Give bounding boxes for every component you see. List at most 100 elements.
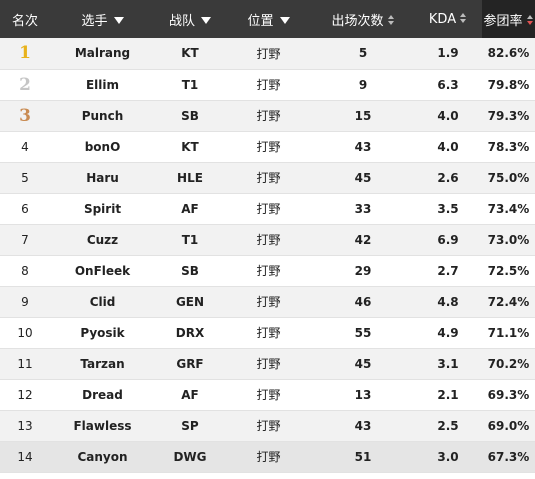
kda-cell: 3.5	[414, 193, 482, 225]
rank-medal-cell: 3	[0, 100, 50, 132]
table-header: 名次 选手 战队 位置 出场次数 KDA 参团率	[0, 0, 535, 38]
position-cell: 打野	[225, 100, 312, 132]
position-cell: 打野	[225, 286, 312, 318]
position-cell: 打野	[225, 193, 312, 225]
table-row[interactable]: 3 Punch SB 打野 15 4.0 79.3%	[0, 100, 535, 132]
rank-medal-cell: 2	[0, 69, 50, 101]
team-cell: KT	[155, 38, 225, 70]
position-cell: 打野	[225, 348, 312, 380]
header-position[interactable]: 位置	[225, 0, 312, 38]
table-row[interactable]: 10 Pyosik DRX 打野 55 4.9 71.1%	[0, 317, 535, 349]
player-name-cell: Ellim	[50, 69, 155, 101]
games-played-cell: 33	[312, 193, 414, 225]
team-cell: T1	[155, 224, 225, 256]
player-name-cell: Punch	[50, 100, 155, 132]
kill-participation-cell: 69.3%	[482, 379, 535, 411]
kda-cell: 2.5	[414, 410, 482, 442]
kill-participation-cell: 72.5%	[482, 255, 535, 287]
table-row[interactable]: 1 Malrang KT 打野 5 1.9 82.6%	[0, 38, 535, 70]
player-name-cell: Cuzz	[50, 224, 155, 256]
kda-cell: 4.9	[414, 317, 482, 349]
player-name-cell: Tarzan	[50, 348, 155, 380]
header-kda[interactable]: KDA	[414, 0, 482, 38]
header-kill-participation-label: 参团率	[483, 13, 523, 29]
kda-cell: 3.0	[414, 441, 482, 473]
rank-cell: 10	[0, 317, 50, 349]
rank-cell: 9	[0, 286, 50, 318]
team-cell: HLE	[155, 162, 225, 194]
table-body: 1 Malrang KT 打野 5 1.9 82.6% 2 Ellim T1 打野 9 6.3 79.8%…	[0, 38, 535, 473]
kill-participation-cell: 73.0%	[482, 224, 535, 256]
header-rank-label: 名次	[11, 13, 38, 29]
rank-cell: 5	[0, 162, 50, 194]
filter-icon[interactable]	[113, 16, 124, 24]
rank-medal-cell: 1	[0, 38, 50, 70]
team-cell: DWG	[155, 441, 225, 473]
position-cell: 打野	[225, 379, 312, 411]
header-kill-participation[interactable]: 参团率	[482, 0, 535, 38]
player-name-cell: Pyosik	[50, 317, 155, 349]
rank-cell: 7	[0, 224, 50, 256]
team-cell: SB	[155, 255, 225, 287]
table-row[interactable]: 4 bonO KT 打野 43 4.0 78.3%	[0, 131, 535, 163]
kda-cell: 4.0	[414, 100, 482, 132]
player-name-cell: Haru	[50, 162, 155, 194]
kill-participation-cell: 79.8%	[482, 69, 535, 101]
rank-cell: 13	[0, 410, 50, 442]
kda-cell: 6.3	[414, 69, 482, 101]
header-games[interactable]: 出场次数	[312, 0, 414, 38]
kill-participation-cell: 73.4%	[482, 193, 535, 225]
player-name-cell: OnFleek	[50, 255, 155, 287]
table-row[interactable]: 7 Cuzz T1 打野 42 6.9 73.0%	[0, 224, 535, 256]
kda-cell: 2.1	[414, 379, 482, 411]
rank-cell: 8	[0, 255, 50, 287]
games-played-cell: 43	[312, 131, 414, 163]
header-row: 名次 选手 战队 位置 出场次数 KDA 参团率	[0, 0, 535, 38]
team-cell: GEN	[155, 286, 225, 318]
games-played-cell: 55	[312, 317, 414, 349]
games-played-cell: 15	[312, 100, 414, 132]
position-cell: 打野	[225, 162, 312, 194]
games-played-cell: 51	[312, 441, 414, 473]
sort-icon[interactable]	[387, 15, 395, 27]
header-player-label: 选手	[81, 13, 108, 29]
position-cell: 打野	[225, 38, 312, 70]
position-cell: 打野	[225, 224, 312, 256]
filter-icon[interactable]	[279, 16, 290, 24]
table-row[interactable]: 12 Dread AF 打野 13 2.1 69.3%	[0, 379, 535, 411]
table-row[interactable]: 14 Canyon DWG 打野 51 3.0 67.3%	[0, 441, 535, 473]
table-row[interactable]: 6 Spirit AF 打野 33 3.5 73.4%	[0, 193, 535, 225]
table-row[interactable]: 11 Tarzan GRF 打野 45 3.1 70.2%	[0, 348, 535, 380]
kill-participation-cell: 69.0%	[482, 410, 535, 442]
games-played-cell: 43	[312, 410, 414, 442]
team-cell: AF	[155, 193, 225, 225]
table-row[interactable]: 5 Haru HLE 打野 45 2.6 75.0%	[0, 162, 535, 194]
kill-participation-cell: 72.4%	[482, 286, 535, 318]
header-team[interactable]: 战队	[155, 0, 225, 38]
header-games-label: 出场次数	[331, 13, 384, 29]
header-player[interactable]: 选手	[50, 0, 155, 38]
table-row[interactable]: 2 Ellim T1 打野 9 6.3 79.8%	[0, 69, 535, 101]
player-name-cell: Flawless	[50, 410, 155, 442]
table-row[interactable]: 9 Clid GEN 打野 46 4.8 72.4%	[0, 286, 535, 318]
filter-icon[interactable]	[201, 16, 211, 24]
rank-cell: 4	[0, 131, 50, 163]
sort-desc-active-icon[interactable]	[526, 15, 534, 27]
games-played-cell: 29	[312, 255, 414, 287]
kill-participation-cell: 75.0%	[482, 162, 535, 194]
sort-icon[interactable]	[460, 13, 467, 25]
table-row[interactable]: 13 Flawless SP 打野 43 2.5 69.0%	[0, 410, 535, 442]
header-position-label: 位置	[247, 13, 274, 29]
kda-cell: 1.9	[414, 38, 482, 70]
games-played-cell: 46	[312, 286, 414, 318]
player-name-cell: Malrang	[50, 38, 155, 70]
kda-cell: 3.1	[414, 348, 482, 380]
player-name-cell: bonO	[50, 131, 155, 163]
rank-cell: 14	[0, 441, 50, 473]
position-cell: 打野	[225, 255, 312, 287]
kda-cell: 2.7	[414, 255, 482, 287]
table-row[interactable]: 8 OnFleek SB 打野 29 2.7 72.5%	[0, 255, 535, 287]
kill-participation-cell: 82.6%	[482, 38, 535, 70]
position-cell: 打野	[225, 317, 312, 349]
